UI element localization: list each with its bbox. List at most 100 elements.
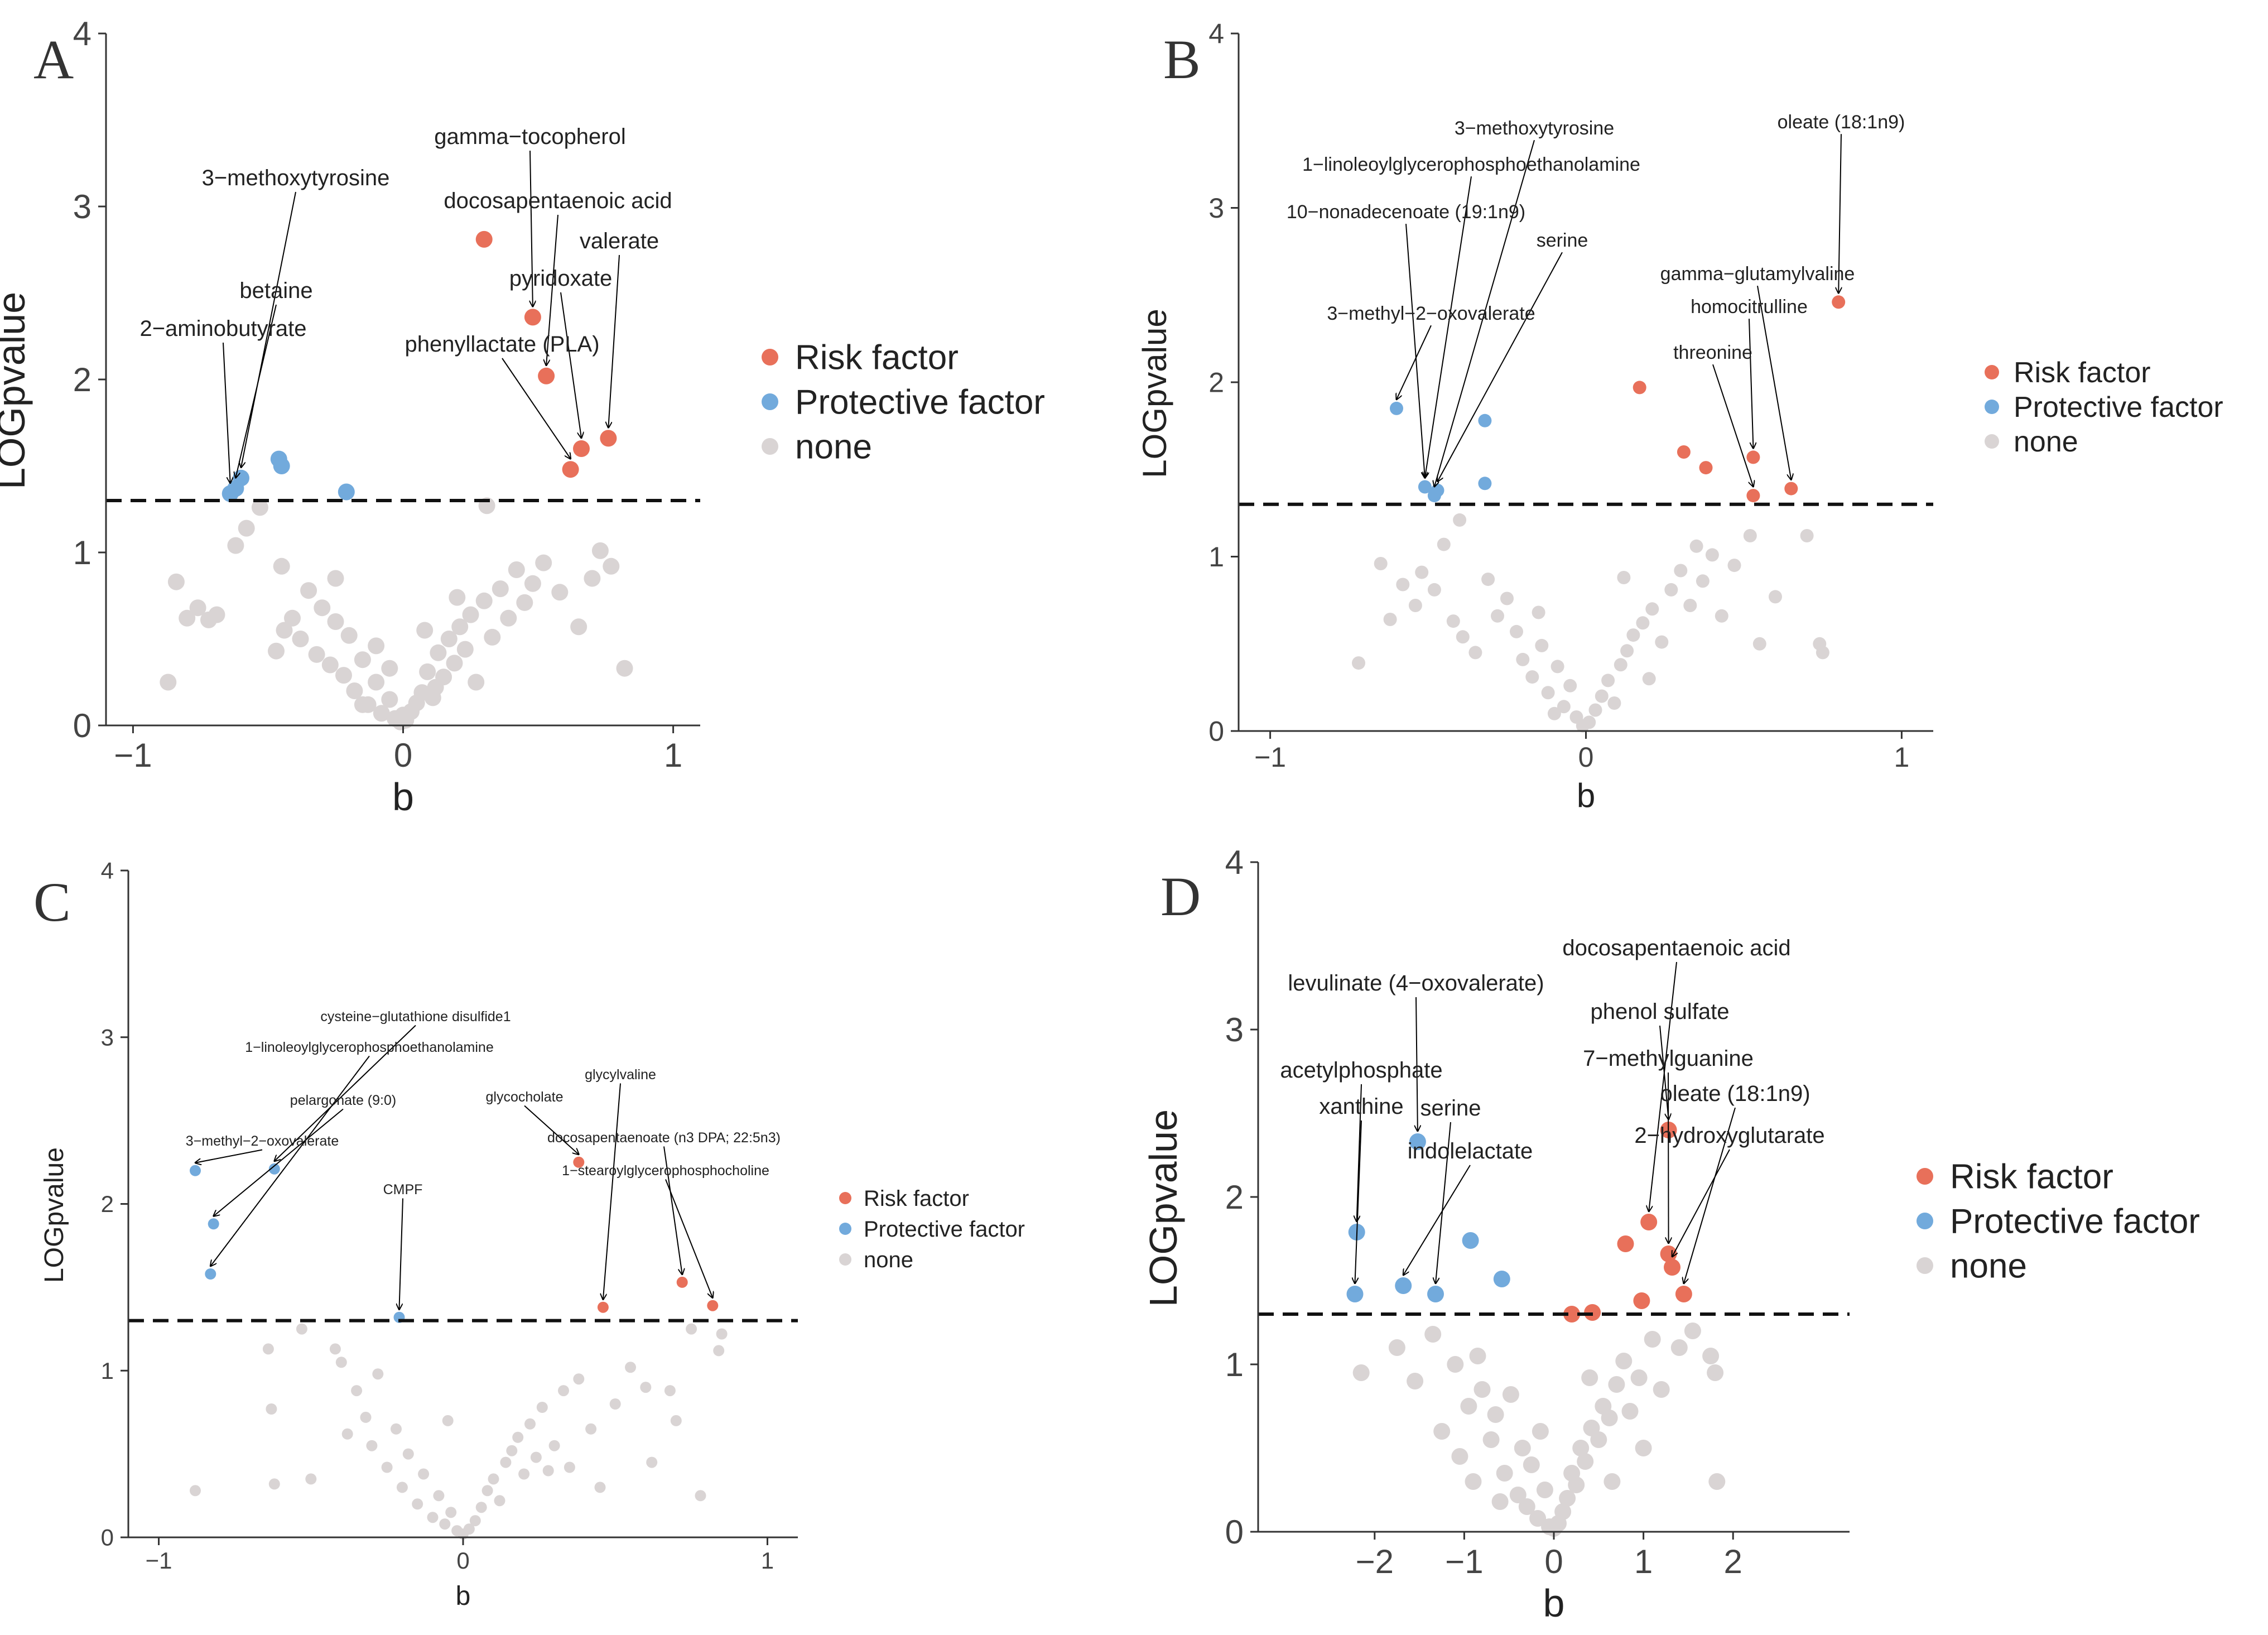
annotation-label: gamma−glutamylvaline bbox=[1660, 263, 1855, 285]
data-point-protective-factor bbox=[1395, 1277, 1412, 1294]
data-point-none bbox=[1607, 696, 1621, 710]
data-point-risk-factor bbox=[1640, 1214, 1658, 1230]
data-point-none bbox=[548, 1440, 560, 1451]
data-point-none bbox=[1816, 646, 1829, 660]
y-axis-title: LOGpvalue bbox=[40, 1147, 69, 1283]
data-point-none bbox=[1491, 609, 1504, 623]
annotation-label: glycylvaline bbox=[585, 1067, 656, 1083]
y-tick-label: 1 bbox=[73, 534, 92, 571]
data-point-none bbox=[296, 1323, 307, 1335]
data-point-none bbox=[1481, 573, 1495, 586]
data-point-none bbox=[321, 656, 339, 674]
data-point-none bbox=[594, 1482, 606, 1493]
annotation-arrow bbox=[235, 304, 277, 478]
data-point-none bbox=[462, 606, 479, 623]
annotation-label: 3−methyl−2−oxovalerate bbox=[1327, 303, 1535, 324]
data-point-none bbox=[484, 628, 501, 646]
data-point-none bbox=[1614, 658, 1627, 672]
data-point-none bbox=[1655, 635, 1669, 649]
data-point-risk-factor bbox=[1563, 1306, 1581, 1323]
data-point-none bbox=[475, 592, 493, 609]
panel-letter: C bbox=[33, 871, 71, 933]
data-point-none bbox=[564, 1461, 575, 1473]
data-point-none bbox=[463, 1523, 475, 1535]
data-point-none bbox=[445, 1507, 457, 1518]
data-point-none bbox=[416, 622, 434, 639]
data-point-none bbox=[1752, 637, 1766, 651]
data-point-none bbox=[292, 631, 309, 647]
data-point-protective-factor bbox=[1418, 480, 1432, 494]
data-point-none bbox=[1474, 1381, 1491, 1398]
data-point-none bbox=[1653, 1381, 1670, 1398]
annotation-label: indolelactate bbox=[1408, 1139, 1533, 1163]
annotation-arrow bbox=[1659, 1025, 1669, 1119]
data-point-none bbox=[713, 1345, 725, 1357]
data-point-none bbox=[640, 1382, 652, 1393]
data-point-none bbox=[346, 682, 363, 699]
data-point-none bbox=[1487, 1406, 1504, 1423]
data-point-none bbox=[616, 660, 633, 677]
data-point-risk-factor bbox=[1677, 445, 1691, 459]
data-point-none bbox=[427, 1512, 439, 1523]
data-point-none bbox=[1541, 686, 1555, 700]
y-tick-label: 0 bbox=[73, 707, 92, 744]
data-point-none bbox=[1608, 1376, 1625, 1393]
data-point-none bbox=[1427, 583, 1441, 597]
annotation-arrow bbox=[1357, 1084, 1362, 1222]
data-point-none bbox=[1523, 1456, 1540, 1473]
annotation-label: xanthine bbox=[1319, 1094, 1403, 1119]
annotation-label: 10−nonadecenoate (19:1n9) bbox=[1287, 201, 1525, 223]
data-point-none bbox=[1424, 1326, 1442, 1343]
legend-label: none bbox=[1950, 1247, 2027, 1286]
data-point-none bbox=[1516, 652, 1530, 666]
data-point-none bbox=[518, 1468, 530, 1480]
y-axis-title: LOGpvalue bbox=[1136, 309, 1173, 478]
data-point-none bbox=[1769, 590, 1782, 604]
data-point-none bbox=[381, 691, 398, 708]
data-point-none bbox=[189, 599, 206, 617]
legend-swatch-protective-factor bbox=[1917, 1213, 1933, 1229]
annotation-label: 1−linoleoylglycerophosphoethanolamine bbox=[245, 1040, 493, 1055]
y-tick-label: 1 bbox=[101, 1358, 114, 1384]
data-point-risk-factor bbox=[1664, 1259, 1680, 1276]
data-point-none bbox=[1456, 630, 1470, 644]
data-point-none bbox=[584, 570, 601, 587]
data-point-protective-factor bbox=[1431, 483, 1444, 497]
y-tick-label: 4 bbox=[101, 858, 114, 884]
annotation-label: 1−stearoylglycerophosphocholine bbox=[562, 1163, 769, 1179]
annotation-arrow bbox=[1838, 134, 1841, 293]
data-point-none bbox=[1547, 706, 1561, 720]
legend-label: none bbox=[795, 428, 872, 467]
data-point-none bbox=[1496, 1465, 1513, 1482]
data-point-none bbox=[591, 542, 609, 559]
data-point-none bbox=[1529, 1510, 1547, 1527]
data-point-none bbox=[1532, 1423, 1549, 1440]
data-point-none bbox=[262, 1343, 274, 1355]
data-point-none bbox=[585, 1423, 597, 1435]
annotation-label: phenol sulfate bbox=[1590, 999, 1729, 1024]
annotation-label: 1−linoleoylglycerophosphoethanolamine bbox=[1302, 154, 1640, 175]
data-point-none bbox=[1621, 1403, 1639, 1420]
data-point-risk-factor bbox=[538, 367, 555, 384]
data-point-risk-factor bbox=[1746, 450, 1760, 464]
data-point-none bbox=[524, 1418, 536, 1430]
data-point-none bbox=[308, 646, 325, 663]
x-tick-label: 0 bbox=[394, 737, 412, 774]
data-point-none bbox=[1615, 1353, 1633, 1369]
annotation-label: oleate (18:1n9) bbox=[1778, 112, 1905, 133]
data-point-risk-factor bbox=[475, 230, 493, 248]
panel-letter: D bbox=[1161, 865, 1201, 927]
data-point-none bbox=[1550, 660, 1564, 674]
data-point-none bbox=[1636, 616, 1650, 630]
data-point-risk-factor bbox=[1784, 482, 1798, 496]
data-point-none bbox=[1674, 564, 1688, 578]
data-point-none bbox=[227, 537, 244, 554]
legend-swatch-none bbox=[1917, 1257, 1933, 1274]
data-point-none bbox=[506, 1445, 518, 1456]
data-point-none bbox=[373, 705, 390, 722]
data-point-none bbox=[1705, 548, 1719, 562]
x-tick-label: 1 bbox=[664, 737, 682, 774]
data-point-none bbox=[1557, 700, 1571, 714]
legend-swatch-protective-factor bbox=[839, 1223, 851, 1235]
data-point-none bbox=[394, 706, 412, 724]
